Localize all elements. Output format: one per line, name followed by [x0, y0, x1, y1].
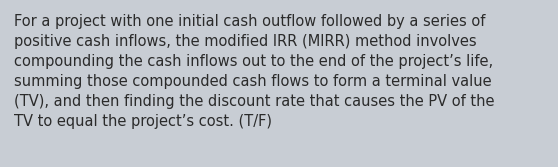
Text: For a project with one initial cash outflow followed by a series of
positive cas: For a project with one initial cash outf…: [14, 14, 494, 129]
